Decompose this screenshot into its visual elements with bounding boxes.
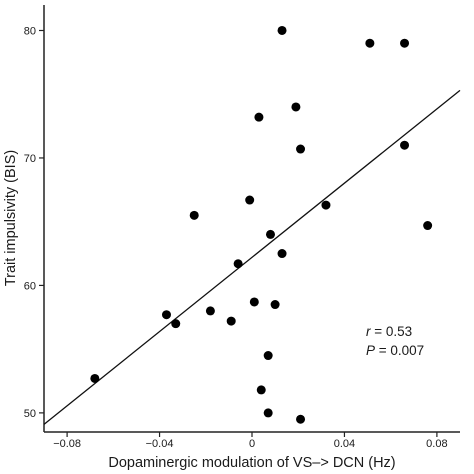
data-point [291,102,301,112]
data-point [263,408,273,418]
x-axis-ticks: −0.08 −0.04 0 0.04 0.08 [53,432,448,450]
y-tick-label: 60 [24,280,36,292]
data-point [277,249,287,259]
data-point [226,316,236,326]
x-tick-label: 0.04 [334,438,355,450]
data-point [189,210,199,220]
x-axis-label: Dopaminergic modulation of VS–> DCN (Hz) [108,455,395,471]
x-tick-label: −0.08 [53,438,81,450]
plot-frame [43,5,460,433]
data-point [256,385,266,395]
r-value: = 0.53 [371,324,413,339]
data-point [254,112,264,122]
data-point [296,144,306,154]
data-point [171,319,181,329]
data-point [265,229,275,239]
y-axis-label: Trait impulsivity (BIS) [3,150,19,286]
data-point [249,297,259,307]
data-point [321,200,331,210]
data-point [263,351,273,361]
data-point [365,38,375,48]
p-value: = 0.007 [375,343,424,358]
data-point [400,38,410,48]
data-point [90,373,100,383]
x-tick-label: −0.04 [146,438,174,450]
data-point [161,310,171,320]
y-axis-ticks: 50 60 70 80 [24,25,44,420]
correlation-annotation: r = 0.53 [366,324,412,339]
y-tick-label: 50 [24,408,36,420]
y-tick-label: 70 [24,153,36,165]
regression-line [43,89,461,425]
data-point [245,195,255,205]
data-point [400,140,410,150]
r-symbol: r [366,324,371,339]
data-point [296,414,306,424]
x-tick-label: 0.08 [426,438,447,450]
data-point [277,25,287,35]
data-points [90,25,433,424]
p-value-annotation: P = 0.007 [366,343,424,358]
data-point [423,221,433,231]
data-point [205,306,215,316]
y-tick-label: 80 [24,25,36,37]
x-tick-label: 0 [249,438,255,450]
data-point [233,259,243,269]
p-symbol: P [366,343,375,358]
data-point [270,300,280,310]
